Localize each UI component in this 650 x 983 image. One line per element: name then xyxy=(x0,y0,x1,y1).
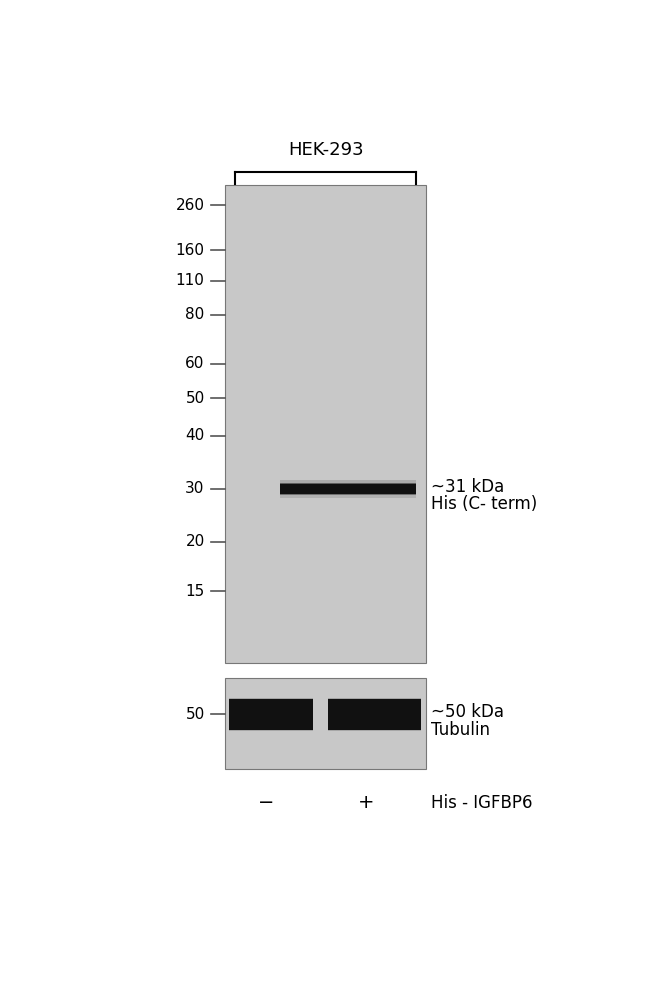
Text: 15: 15 xyxy=(185,584,205,599)
Text: +: + xyxy=(358,793,374,813)
Text: 50: 50 xyxy=(185,390,205,406)
Bar xyxy=(225,678,426,769)
Text: 40: 40 xyxy=(185,429,205,443)
Bar xyxy=(225,185,426,663)
Text: 160: 160 xyxy=(176,243,205,258)
Text: 60: 60 xyxy=(185,357,205,372)
Text: 80: 80 xyxy=(185,308,205,322)
Text: −: − xyxy=(259,793,275,813)
Text: His (C- term): His (C- term) xyxy=(432,495,538,513)
Text: His - IGFBP6: His - IGFBP6 xyxy=(432,794,533,812)
Text: 30: 30 xyxy=(185,482,205,496)
Text: 20: 20 xyxy=(185,535,205,549)
Text: 110: 110 xyxy=(176,273,205,288)
Text: ~31 kDa: ~31 kDa xyxy=(432,478,504,495)
Text: 260: 260 xyxy=(176,198,205,212)
Text: Tubulin: Tubulin xyxy=(432,721,490,738)
Text: ~50 kDa: ~50 kDa xyxy=(432,703,504,722)
Text: 50: 50 xyxy=(185,707,205,722)
Text: HEK-293: HEK-293 xyxy=(288,141,363,158)
